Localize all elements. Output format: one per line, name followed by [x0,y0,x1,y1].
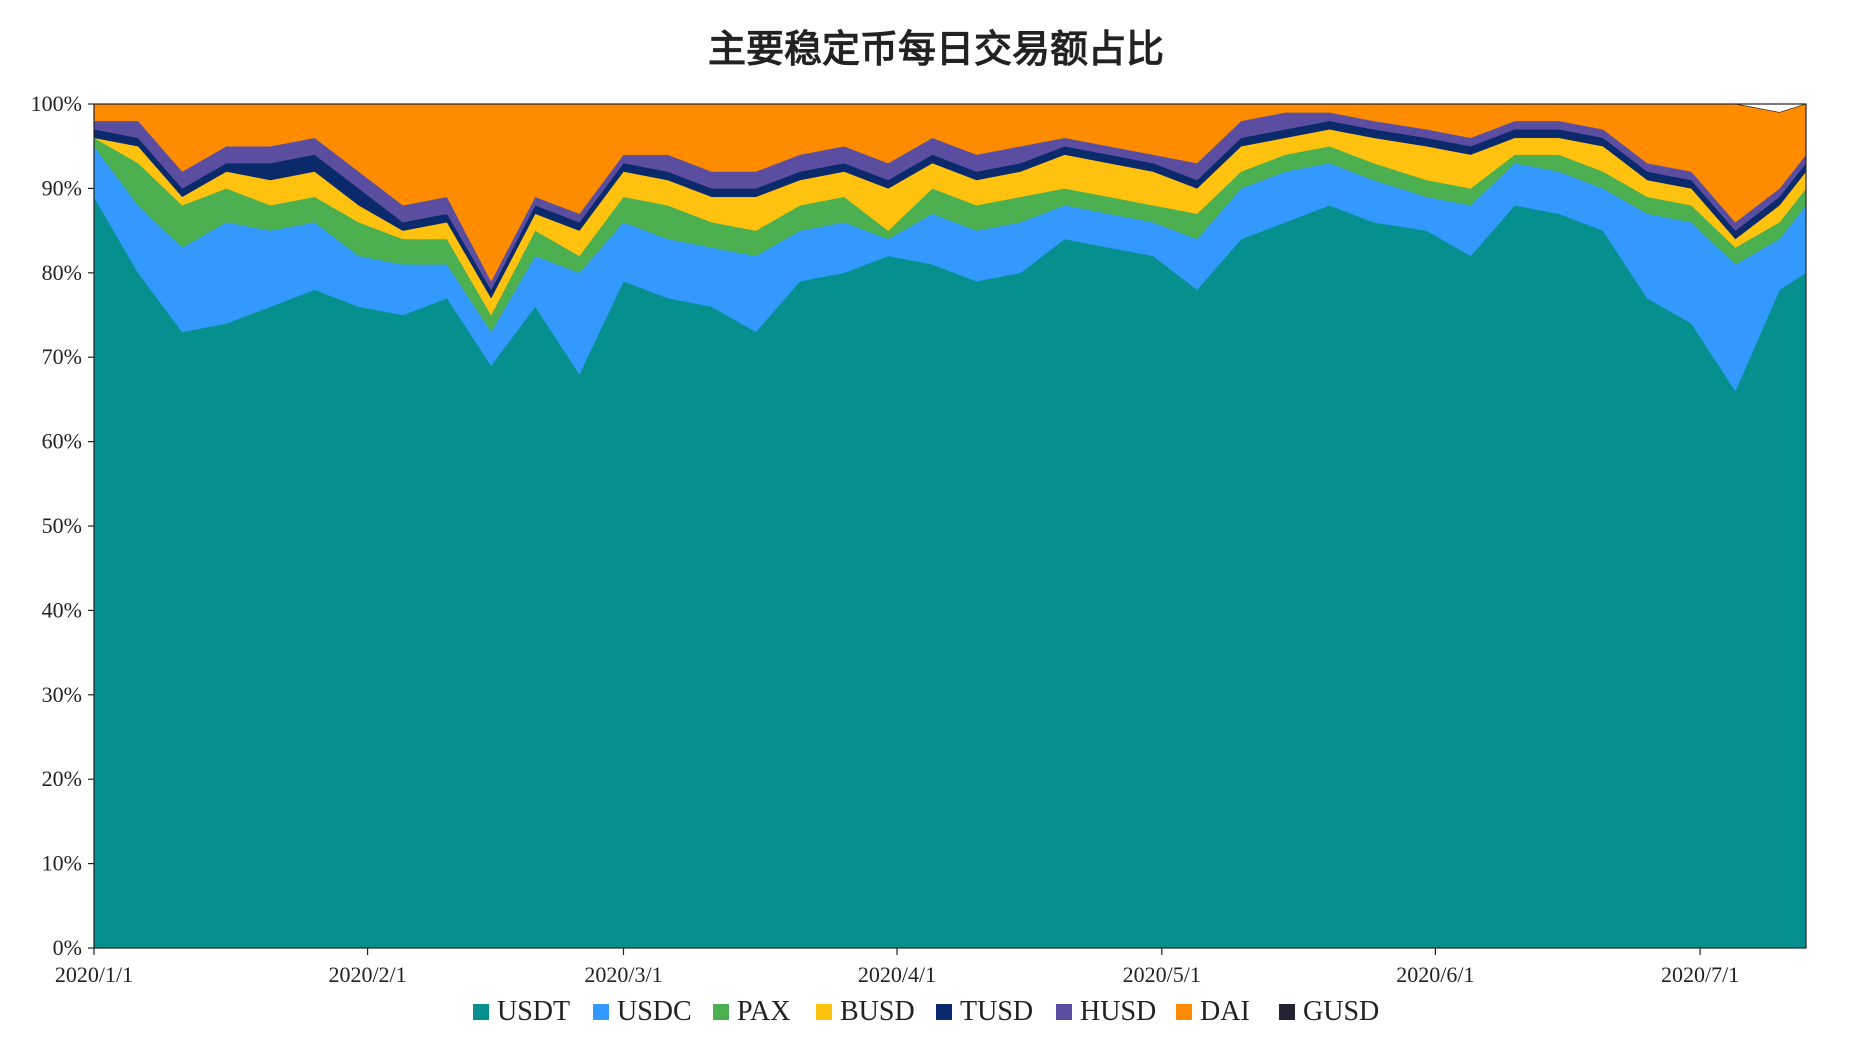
x-tick-label: 2020/2/1 [328,962,406,987]
y-tick-label: 20% [42,766,82,791]
legend-item-usdc[interactable]: USDC [593,996,692,1027]
y-tick-label: 70% [42,344,82,369]
legend-item-pax[interactable]: PAX [713,996,790,1027]
y-tick-label: 30% [42,682,82,707]
axes: 0% 10% 20% 30% 40% 50% 60% 70% 80% 90% 100% 2020/1/… [31,91,1807,987]
y-tick-label: 80% [42,260,82,285]
legend-label: USDC [617,996,692,1027]
y-tick-label: 90% [42,175,82,200]
chart-title: 主要稳定币每日交易额占比 [708,26,1164,71]
legend-item-tusd[interactable]: TUSD [936,996,1033,1027]
x-tick-label: 2020/1/1 [55,962,133,987]
y-tick-label: 10% [42,851,82,876]
legend-swatch [936,1004,952,1020]
y-tick-label: 60% [42,429,82,454]
legend-item-dai[interactable]: DAI [1176,996,1250,1027]
legend-item-gusd[interactable]: GUSD [1279,996,1379,1027]
y-tick-label: 50% [42,513,82,538]
legend-swatch [593,1004,609,1020]
legend[interactable]: USDT USDC PAX BUSD TUSD HUSD DAI GUSD [473,996,1379,1027]
legend-item-busd[interactable]: BUSD [816,996,915,1027]
legend-label: TUSD [960,996,1033,1027]
legend-swatch [1056,1004,1072,1020]
series-areas [93,103,1807,949]
legend-label: BUSD [840,996,915,1027]
x-tick-label: 2020/5/1 [1123,962,1201,987]
x-tick-label: 2020/4/1 [858,962,936,987]
legend-label: HUSD [1080,996,1156,1027]
y-tick-label: 40% [42,597,82,622]
legend-swatch [473,1004,489,1020]
x-tick-label: 2020/6/1 [1396,962,1474,987]
legend-label: GUSD [1303,996,1379,1027]
legend-label: PAX [737,996,790,1027]
y-tick-label: 0% [53,935,82,960]
legend-label: DAI [1200,996,1250,1027]
legend-item-husd[interactable]: HUSD [1056,996,1156,1027]
x-tick-label: 2020/3/1 [584,962,662,987]
x-tick-label: 2020/7/1 [1661,962,1739,987]
y-tick-label: 100% [31,91,82,116]
legend-label: USDT [497,996,570,1027]
legend-item-usdt[interactable]: USDT [473,996,570,1027]
legend-swatch [816,1004,832,1020]
legend-swatch [1279,1004,1295,1020]
legend-swatch [1176,1004,1192,1020]
area-usdt [93,195,1807,949]
legend-swatch [713,1004,729,1020]
